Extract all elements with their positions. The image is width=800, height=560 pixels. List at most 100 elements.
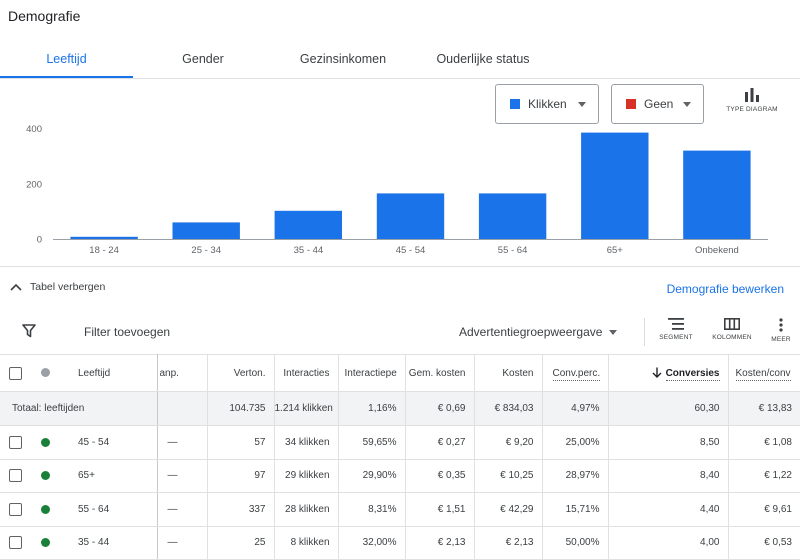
row-status-cell <box>30 492 60 527</box>
campaign-column-header[interactable]: anp. <box>157 354 207 392</box>
x-tick-label: 18 - 24 <box>89 245 119 256</box>
more-button[interactable]: MEER <box>762 318 800 343</box>
total-avg-cost: € 0,69 <box>404 391 474 426</box>
age-bar-chart: 0 200 400 18 - 24 25 - 34 35 - 44 45 - 54 55 -… <box>26 124 768 256</box>
edit-demographics-link[interactable]: Demografie bewerken <box>666 282 784 296</box>
cost-cell: € 10,25 <box>473 459 542 493</box>
y-tick-label: 200 <box>26 179 42 190</box>
table-toolbar: Filter toevoegen Advertentiegroepweergav… <box>0 312 800 352</box>
status-enabled-dot-icon <box>40 471 50 481</box>
row-select-cell <box>0 459 30 493</box>
tab-parental-status[interactable]: Ouderlijke status <box>436 52 530 66</box>
page-title: Demografie <box>8 8 81 24</box>
table-row: 45 - 54—57 34 klikken 59,65% € 0,27 € 9,20 25… <box>0 425 800 460</box>
filter-icon[interactable] <box>22 324 36 343</box>
bar-3[interactable] <box>376 193 445 239</box>
interaction-rate-column-header[interactable]: Interactiepe <box>337 354 405 392</box>
x-tick-label: 45 - 54 <box>396 245 426 256</box>
toolbar-divider <box>644 318 645 346</box>
row-checkbox[interactable] <box>8 469 22 483</box>
tab-age[interactable]: Leeftijd <box>46 52 87 66</box>
conv-rate-cell: 28,97% <box>541 459 608 493</box>
conversions-cell: 8,40 <box>607 459 728 493</box>
avg-cost-cell: € 0,27 <box>404 425 474 460</box>
impressions-cell: 57 <box>206 425 274 460</box>
cost-cell: € 2,13 <box>473 526 542 560</box>
total-cost-per-conv: € 13,83 <box>727 391 800 426</box>
conv-rate-column-header[interactable]: Conv.perc. <box>541 354 608 392</box>
conversions-header-label: Conversies <box>665 367 720 381</box>
campaign-cell: — <box>157 526 207 560</box>
primary-metric-select[interactable]: Klikken <box>495 84 599 124</box>
conv-rate-header-label: Conv.perc. <box>552 367 601 381</box>
impressions-cell: 97 <box>206 459 274 493</box>
add-filter-button[interactable]: Filter toevoegen <box>84 325 171 339</box>
age-cell: 45 - 54 <box>60 425 158 460</box>
cost-per-conv-cell: € 1,08 <box>727 425 800 460</box>
columns-button[interactable]: KOLOMMEN <box>709 318 755 341</box>
interactions-cell: 29 klikken <box>273 459 338 493</box>
age-cell: 65+ <box>60 459 158 493</box>
interaction-rate-cell: 32,00% <box>337 526 405 560</box>
tab-gender[interactable]: Gender <box>182 52 224 66</box>
table-header-row: Leeftijd anp. Verton. Interacties Intera… <box>0 354 800 392</box>
age-cell: 55 - 64 <box>60 492 158 527</box>
bar-6[interactable] <box>683 150 751 239</box>
impressions-cell: 25 <box>206 526 274 560</box>
interactions-cell: 28 klikken <box>273 492 338 527</box>
bar-1[interactable] <box>172 222 240 239</box>
total-interaction-rate: 1,16% <box>337 391 405 426</box>
table-toggle-row: Tabel verbergen Demografie bewerken <box>0 266 800 310</box>
status-enabled-dot-icon <box>40 437 50 447</box>
chart-type-button[interactable]: TYPE DIAGRAM <box>722 88 782 113</box>
bar-0[interactable] <box>70 236 138 239</box>
cost-per-conv-cell: € 1,22 <box>727 459 800 493</box>
bar-chart-icon <box>745 88 759 102</box>
x-tick-label: Onbekend <box>695 245 739 256</box>
segment-label: SEGMENT <box>659 334 693 341</box>
x-tick-label: 55 - 64 <box>498 245 528 256</box>
impressions-cell: 337 <box>206 492 274 527</box>
demographics-table: Leeftijd anp. Verton. Interacties Intera… <box>0 354 800 560</box>
interaction-rate-cell: 59,65% <box>337 425 405 460</box>
metric-color-swatch <box>510 99 520 109</box>
conv-rate-cell: 15,71% <box>541 492 608 527</box>
table-row: 65+ —97 29 klikken 29,90% € 0,35 € 10,25 28,97… <box>0 459 800 493</box>
cost-cell: € 42,29 <box>473 492 542 527</box>
row-checkbox[interactable] <box>8 435 22 449</box>
tab-household-income[interactable]: Gezinsinkomen <box>299 52 387 66</box>
chart-type-label: TYPE DIAGRAM <box>726 106 778 113</box>
segment-button[interactable]: SEGMENT <box>653 318 699 341</box>
row-checkbox[interactable] <box>8 536 22 550</box>
caret-down-icon <box>578 102 586 107</box>
total-campaign-cell <box>157 391 207 426</box>
row-status-cell <box>30 425 60 460</box>
impressions-column-header[interactable]: Verton. <box>206 354 274 392</box>
cost-column-header[interactable]: Kosten <box>473 354 542 392</box>
interactions-column-header[interactable]: Interacties <box>273 354 338 392</box>
y-tick-label: 400 <box>26 124 42 135</box>
avg-cost-column-header[interactable]: Gem. kosten <box>404 354 474 392</box>
y-tick-label: 0 <box>37 235 42 246</box>
age-column-header[interactable]: Leeftijd <box>60 354 158 392</box>
hide-table-label: Tabel verbergen <box>30 281 106 293</box>
view-select[interactable]: Advertentiegroepweergave <box>459 325 618 339</box>
bar-4[interactable] <box>478 193 547 239</box>
hide-table-toggle[interactable]: Tabel verbergen <box>10 281 105 293</box>
tabs-divider <box>0 78 800 79</box>
conversions-column-header[interactable]: Conversies <box>607 354 728 392</box>
table-row: 55 - 64—337 28 klikken 8,31% € 1,51 € 42,29 1… <box>0 492 800 527</box>
select-all-checkbox[interactable] <box>8 366 22 380</box>
bar-5[interactable] <box>581 132 649 239</box>
demographics-tabs: Leeftijd Gender Gezinsinkomen Ouderlijke… <box>0 40 800 78</box>
total-impressions: 104.735 <box>206 391 274 426</box>
bar-2[interactable] <box>274 210 342 239</box>
secondary-metric-select[interactable]: Geen <box>611 84 704 124</box>
row-checkbox[interactable] <box>8 502 22 516</box>
cost-per-conv-cell: € 0,53 <box>727 526 800 560</box>
caret-down-icon <box>609 329 618 335</box>
columns-label: KOLOMMEN <box>712 334 752 341</box>
view-select-label: Advertentiegroepweergave <box>459 325 603 339</box>
conversions-cell: 8,50 <box>607 425 728 460</box>
cost-per-conv-column-header[interactable]: Kosten/conv <box>727 354 800 392</box>
